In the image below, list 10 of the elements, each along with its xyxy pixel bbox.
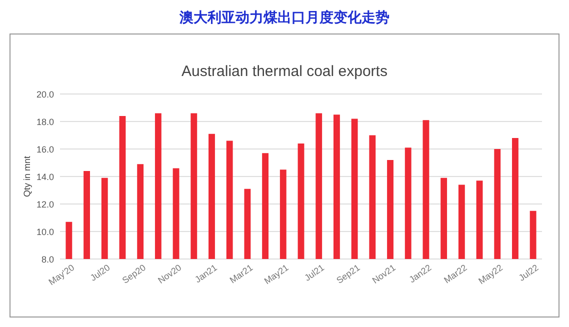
y-tick-label: 18.0 — [36, 117, 54, 127]
y-tick-label: 14.0 — [36, 172, 54, 182]
y-tick-label: 8.0 — [41, 254, 54, 264]
y-tick-label: 16.0 — [36, 144, 54, 154]
y-tick-label: 12.0 — [36, 200, 54, 210]
y-axis-title: Qty in mnt — [22, 156, 32, 198]
y-tick-label: 20.0 — [36, 90, 54, 100]
chart-title: 澳大利亚动力煤出口月度变化走势 — [178, 9, 390, 25]
y-tick-label: 10.0 — [36, 227, 54, 237]
chart-subtitle: Australian thermal coal exports — [182, 63, 388, 80]
